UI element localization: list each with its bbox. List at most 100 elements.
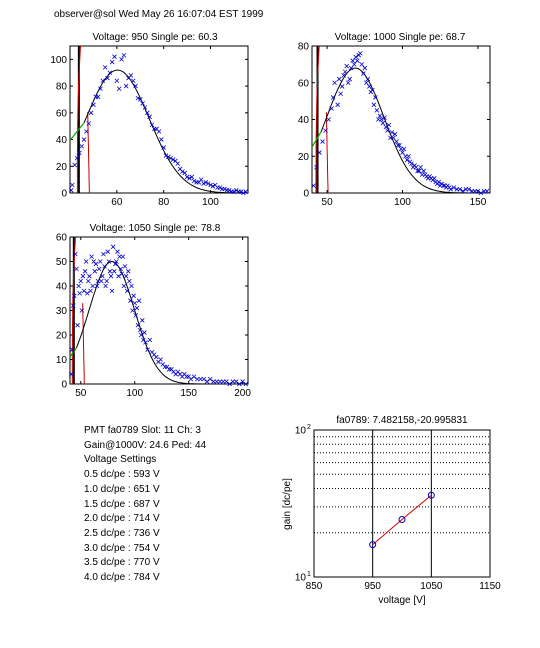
data-point — [80, 273, 86, 279]
data-point — [87, 273, 92, 279]
x-tick-label: 100 — [202, 197, 219, 208]
data-point — [350, 58, 356, 63]
data-point — [431, 176, 437, 181]
data-point — [217, 185, 223, 190]
data-point — [338, 91, 343, 97]
data-point — [320, 139, 325, 144]
data-point — [86, 278, 91, 284]
data-point — [97, 259, 103, 264]
x-tick-label: 60 — [111, 197, 123, 208]
data-point — [147, 114, 152, 120]
data-point — [98, 86, 103, 92]
data-point — [107, 70, 113, 76]
data-point — [237, 381, 242, 387]
data-point — [68, 371, 74, 377]
data-point — [77, 150, 82, 156]
data-point — [79, 308, 85, 313]
chart-title: Voltage: 1000 Single pe: 68.7 — [335, 32, 466, 43]
data-point — [90, 283, 95, 289]
data-point — [105, 75, 110, 81]
data-point — [198, 177, 204, 182]
data-point — [131, 293, 136, 299]
x-tick-label: 200 — [234, 388, 251, 399]
data-point — [362, 65, 368, 71]
y-tick-label: 0 — [61, 189, 67, 200]
data-point — [123, 83, 129, 89]
data-point — [114, 259, 119, 264]
data-point — [82, 269, 88, 274]
data-point — [233, 379, 239, 384]
data-point — [389, 130, 395, 135]
data-point — [127, 278, 132, 284]
data-point — [208, 182, 213, 188]
data-point — [92, 269, 98, 274]
data-point — [139, 318, 145, 323]
data-point — [478, 190, 484, 196]
data-point — [205, 181, 211, 186]
plot-frame — [313, 429, 491, 578]
y-tick-label: 10 — [295, 573, 307, 584]
data-point — [84, 129, 89, 134]
data-point — [214, 379, 219, 384]
y-tick-label: 80 — [56, 82, 68, 93]
data-point — [188, 376, 194, 382]
data-point — [354, 58, 360, 63]
data-point — [392, 131, 398, 137]
data-point — [395, 142, 401, 148]
data-point — [121, 53, 127, 58]
data-point — [111, 269, 117, 274]
y-tick-exponent: 1 — [307, 571, 311, 578]
x-tick-label: 150 — [180, 388, 197, 399]
data-point — [109, 59, 115, 65]
data-point — [143, 340, 148, 345]
x-tick-label: 850 — [306, 581, 323, 592]
data-point — [154, 354, 159, 360]
pedestal-peak-curve — [76, 45, 82, 193]
data-point — [128, 73, 134, 78]
extrapolation-line — [311, 131, 322, 148]
data-point — [104, 278, 109, 284]
y-tick-label: 60 — [298, 78, 310, 89]
y-tick-label: 60 — [56, 108, 68, 119]
data-point — [136, 298, 142, 303]
voltage-setting-row: 3.5 dc/pe : 770 V — [84, 557, 160, 569]
pedestal-peak-curve — [325, 112, 329, 193]
data-point — [184, 174, 190, 180]
data-point — [220, 379, 226, 384]
data-point — [96, 266, 102, 272]
data-point — [367, 84, 372, 89]
data-point — [339, 84, 345, 89]
data-point — [416, 168, 422, 174]
data-point — [75, 322, 80, 328]
data-point — [351, 62, 357, 67]
data-point — [391, 135, 396, 141]
data-point — [68, 188, 74, 193]
y-tick-label: 100 — [50, 55, 67, 66]
pmt-id-line: PMT fa0789 Slot: 11 Ch: 3 — [84, 425, 201, 436]
data-point — [187, 176, 192, 181]
data-point — [78, 278, 84, 284]
data-point — [121, 283, 127, 289]
data-point — [335, 102, 340, 108]
data-point — [204, 379, 210, 384]
gain-data-point — [369, 541, 377, 549]
plot-frame — [69, 45, 249, 194]
data-point — [364, 80, 369, 86]
data-point — [105, 249, 111, 254]
data-point — [386, 122, 392, 128]
voltage-setting-row: 2.0 dc/pe : 714 V — [84, 513, 160, 525]
data-point — [203, 180, 209, 185]
data-point — [102, 65, 108, 70]
data-point — [332, 80, 337, 86]
data-point — [102, 264, 107, 269]
data-point — [230, 379, 236, 384]
data-point — [133, 313, 139, 318]
data-point — [122, 264, 128, 269]
data-point — [94, 283, 100, 289]
data-point — [166, 154, 171, 160]
data-point — [466, 187, 472, 192]
data-point — [134, 305, 140, 311]
data-point — [133, 83, 138, 89]
pedestal-peak-curve — [315, 45, 320, 193]
